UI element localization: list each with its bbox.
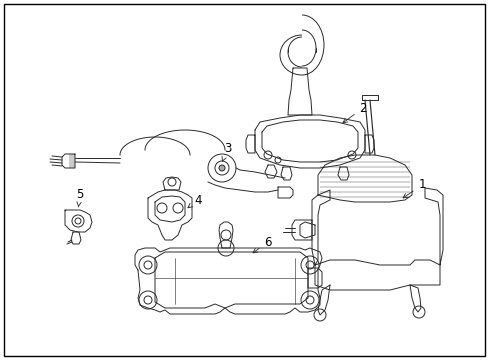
Text: 2: 2 [342, 102, 366, 123]
Text: 4: 4 [187, 194, 202, 208]
Text: 5: 5 [76, 189, 83, 207]
Text: 6: 6 [252, 235, 271, 253]
Text: 3: 3 [222, 141, 231, 161]
Circle shape [219, 165, 224, 171]
Text: 1: 1 [402, 179, 425, 198]
